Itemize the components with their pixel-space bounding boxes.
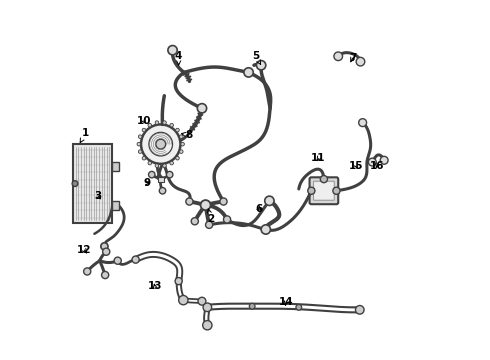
Circle shape	[142, 128, 146, 132]
Circle shape	[114, 257, 122, 264]
Circle shape	[72, 181, 78, 186]
Circle shape	[170, 161, 173, 165]
Circle shape	[141, 125, 180, 164]
Text: 8: 8	[181, 130, 193, 140]
Circle shape	[265, 196, 274, 206]
Circle shape	[203, 320, 212, 330]
Circle shape	[148, 171, 155, 178]
Text: 7: 7	[349, 53, 356, 63]
Text: 12: 12	[77, 245, 92, 255]
Circle shape	[200, 200, 211, 210]
FancyBboxPatch shape	[310, 177, 338, 204]
Circle shape	[333, 187, 340, 194]
Circle shape	[163, 164, 166, 167]
Circle shape	[176, 128, 179, 132]
Circle shape	[168, 45, 177, 55]
Text: 6: 6	[256, 204, 263, 214]
Circle shape	[155, 164, 159, 167]
FancyBboxPatch shape	[314, 181, 334, 200]
Circle shape	[223, 216, 231, 223]
Circle shape	[197, 104, 207, 113]
Text: 2: 2	[207, 209, 215, 224]
Bar	[73, 144, 112, 223]
Circle shape	[334, 52, 343, 60]
Bar	[158, 177, 164, 182]
Circle shape	[198, 297, 206, 305]
Circle shape	[102, 248, 110, 255]
Circle shape	[84, 268, 91, 275]
Text: 10: 10	[137, 116, 151, 126]
Circle shape	[156, 139, 166, 149]
Circle shape	[179, 296, 188, 305]
Circle shape	[170, 123, 173, 127]
Circle shape	[138, 135, 142, 139]
Circle shape	[261, 225, 270, 234]
Text: 9: 9	[144, 178, 151, 188]
Circle shape	[203, 303, 212, 312]
Circle shape	[138, 150, 142, 153]
Circle shape	[380, 156, 388, 164]
Circle shape	[167, 171, 173, 178]
Circle shape	[176, 156, 179, 160]
Circle shape	[179, 135, 183, 139]
Text: 3: 3	[95, 191, 101, 201]
Text: 1: 1	[80, 129, 89, 143]
Circle shape	[355, 306, 364, 314]
Bar	[112, 162, 119, 171]
Text: 11: 11	[311, 153, 326, 163]
Text: 15: 15	[349, 161, 364, 171]
Circle shape	[191, 218, 198, 225]
Circle shape	[359, 119, 367, 127]
Circle shape	[368, 158, 376, 166]
Text: 14: 14	[279, 297, 294, 307]
Circle shape	[148, 161, 151, 165]
Circle shape	[179, 150, 183, 153]
Text: 13: 13	[147, 281, 162, 291]
Circle shape	[101, 243, 108, 250]
Circle shape	[249, 303, 255, 309]
Text: 5: 5	[252, 51, 261, 64]
Circle shape	[205, 221, 213, 228]
Circle shape	[220, 198, 227, 205]
Text: 16: 16	[370, 161, 384, 171]
Bar	[112, 201, 119, 210]
Circle shape	[175, 278, 182, 285]
Circle shape	[163, 121, 166, 125]
Circle shape	[244, 68, 253, 77]
Circle shape	[137, 142, 141, 146]
Circle shape	[181, 142, 184, 146]
Circle shape	[159, 188, 166, 194]
Circle shape	[155, 121, 159, 125]
Circle shape	[320, 176, 327, 183]
Circle shape	[101, 271, 109, 279]
Circle shape	[132, 256, 139, 263]
Text: 4: 4	[175, 51, 182, 65]
Circle shape	[142, 156, 146, 160]
Circle shape	[148, 123, 151, 127]
Circle shape	[356, 57, 365, 66]
Circle shape	[186, 198, 193, 205]
Circle shape	[256, 60, 266, 70]
Circle shape	[296, 305, 302, 310]
Circle shape	[308, 187, 315, 194]
